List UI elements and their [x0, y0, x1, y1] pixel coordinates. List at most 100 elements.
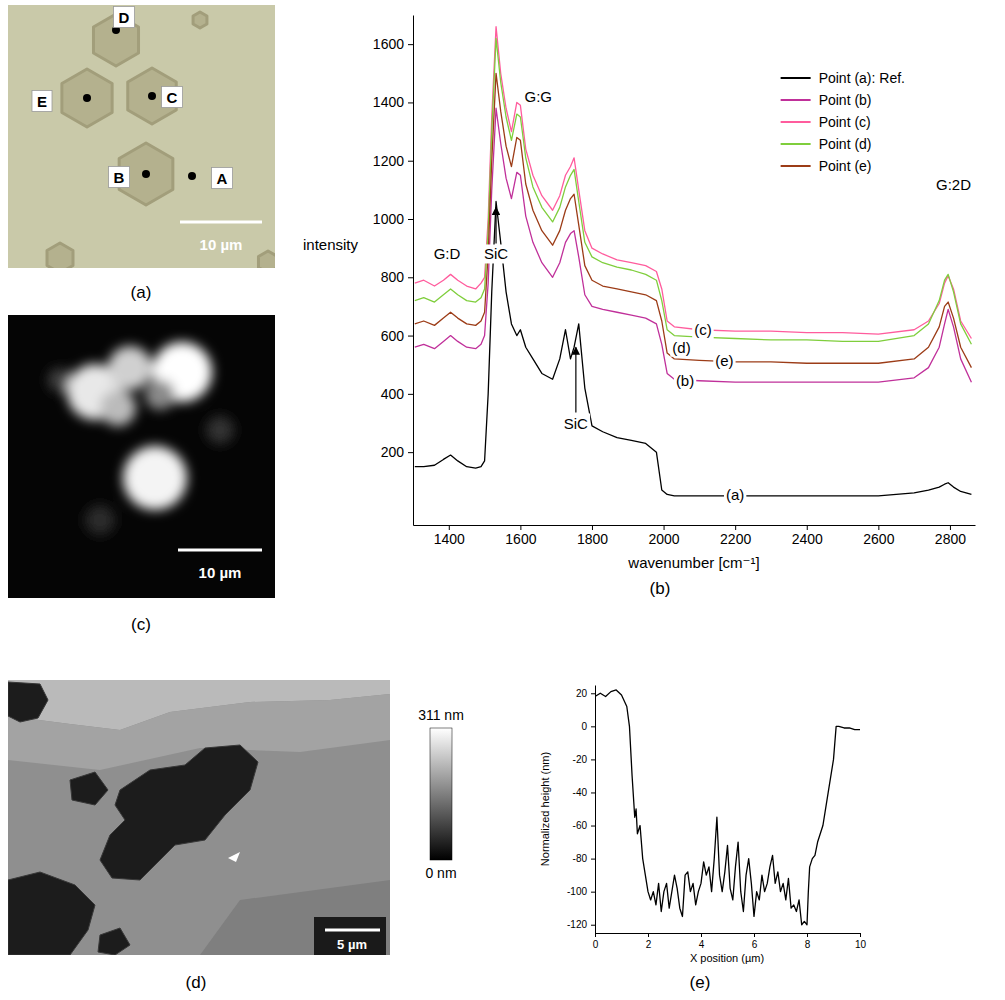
plot-area [595, 690, 860, 925]
scale-bar-label: 5 µm [337, 937, 367, 952]
image-grain [193, 12, 207, 28]
label-patch [713, 351, 735, 370]
image-grain [62, 69, 112, 127]
x-tick-label: 1800 [577, 531, 608, 547]
y-tick: 1000 [373, 211, 413, 227]
y-tick: -40 [573, 787, 595, 798]
x-tick-label: 10 [855, 939, 867, 950]
label-patch [432, 244, 463, 263]
panel-caption: (c) [131, 615, 151, 634]
figure: ABCDE10 µm(a)140016001800200022002400260… [0, 0, 1005, 1000]
x-axis-title: X position (µm) [690, 952, 764, 964]
legend-label: Point (b) [819, 92, 872, 108]
y-tick-mark [408, 102, 413, 103]
point-dot [188, 172, 196, 180]
y-tick-label: 1200 [373, 153, 404, 169]
map-blob [108, 346, 152, 390]
grain-hole [98, 928, 130, 955]
x-tick: 0 [593, 933, 599, 950]
annotation: G:2D [934, 175, 973, 194]
plot-area [415, 27, 972, 496]
y-tick-label: -100 [567, 886, 587, 897]
x-tick: 2 [646, 933, 652, 950]
y-tick-mark [408, 161, 413, 162]
point-label: E [37, 93, 47, 110]
legend-background [775, 66, 911, 178]
annotation-label: (c) [694, 321, 712, 338]
panel-caption: (a) [131, 283, 152, 302]
x-tick-mark [701, 933, 702, 937]
annotation: SiC [562, 347, 590, 432]
series-line [415, 38, 972, 344]
map-blob [145, 380, 175, 410]
x-tick-label: 0 [593, 939, 599, 950]
y-tick: -100 [567, 886, 595, 897]
label-patch [482, 244, 510, 263]
x-tick: 2600 [863, 525, 894, 547]
scale-bar-box [314, 917, 386, 955]
x-tick: 4 [699, 933, 705, 950]
image-panel: 10 µm [8, 315, 275, 598]
y-tick-label: -120 [567, 919, 587, 930]
x-tick-mark [878, 525, 879, 530]
panel-caption: (d) [186, 973, 207, 992]
x-tick-mark [807, 525, 808, 530]
scale-bar [180, 221, 262, 224]
image-panel: 5 µm311 nm0 nm [8, 680, 464, 955]
annotation-label: G:2D [936, 176, 971, 193]
label-patch [562, 414, 590, 433]
y-tick-label: -60 [573, 820, 588, 831]
image-grain [258, 251, 275, 268]
point-label-box [114, 7, 135, 28]
point-label: C [167, 89, 178, 106]
y-tick-mark [591, 826, 595, 827]
x-axis: 0 2 4 6 8 10 [593, 933, 867, 950]
x-tick: 8 [805, 933, 811, 950]
x-tick: 1600 [505, 525, 536, 547]
y-tick-label: 1000 [373, 211, 404, 227]
y-tick: 600 [381, 328, 413, 344]
x-tick-label: 2400 [792, 531, 823, 547]
annotation: (c) [692, 320, 714, 339]
x-tick-mark [595, 933, 596, 937]
x-axis-line [596, 933, 861, 934]
x-tick-label: 6 [752, 939, 758, 950]
y-tick-mark [591, 759, 595, 760]
panel-caption: (e) [690, 973, 711, 992]
y-tick-label: 1400 [373, 94, 404, 110]
image-background [8, 5, 275, 268]
x-tick-mark [860, 933, 861, 937]
annotation: (a) [724, 485, 746, 504]
x-tick-mark [754, 933, 755, 937]
y-tick-mark [591, 693, 595, 694]
y-tick-label: -40 [573, 787, 588, 798]
annotation-label: G:G [525, 88, 553, 105]
y-tick: 800 [381, 269, 413, 285]
y-axis-title: intensity [303, 236, 359, 253]
y-tick-mark [591, 859, 595, 860]
annotation-label: (d) [672, 339, 690, 356]
grain-hole [8, 872, 95, 955]
y-tick: 200 [381, 444, 413, 460]
legend-swatch [781, 77, 811, 79]
scale-bar [325, 929, 380, 932]
scale-bar-label: 10 µm [199, 564, 242, 581]
x-tick-mark [520, 525, 521, 530]
image-background [8, 680, 390, 955]
point-label: B [114, 169, 125, 186]
y-tick: 20 [576, 688, 595, 699]
point-label-box [32, 91, 52, 112]
point-dot [148, 92, 156, 100]
y-tick-mark [408, 452, 413, 453]
image [8, 315, 275, 598]
x-tick-label: 4 [699, 939, 705, 950]
point-label-box [162, 87, 183, 108]
annotation-label: (e) [715, 352, 733, 369]
label-patch [692, 320, 714, 339]
map-blob [100, 390, 136, 426]
x-tick-mark [664, 525, 665, 530]
annotation-label: G:D [434, 245, 461, 262]
x-tick: 2400 [792, 525, 823, 547]
legend-label: Point (c) [819, 114, 871, 130]
x-tick: 2200 [720, 525, 751, 547]
